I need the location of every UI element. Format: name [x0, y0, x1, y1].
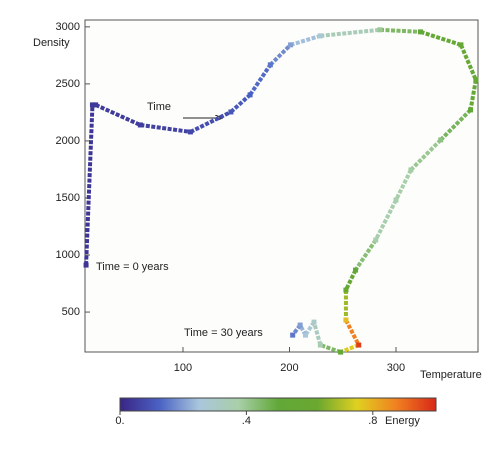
point	[290, 332, 296, 338]
curve-segment	[339, 343, 360, 354]
colorbar	[119, 397, 437, 412]
point	[93, 102, 99, 108]
point	[468, 107, 474, 113]
x-tick-label: 200	[280, 362, 298, 374]
annotation: Time	[147, 101, 171, 113]
curve-segment	[394, 169, 413, 201]
point	[267, 62, 273, 68]
point	[343, 287, 349, 293]
point	[311, 319, 317, 325]
y-tick-label: 1000	[56, 249, 80, 261]
point	[137, 122, 143, 128]
colorbar-tick-label: 0.	[115, 415, 124, 427]
point	[302, 332, 308, 338]
curve-segment	[268, 43, 292, 67]
y-tick-label: 500	[62, 306, 80, 318]
curve-segment	[409, 138, 443, 172]
point	[317, 342, 323, 348]
curve-segment	[84, 104, 95, 266]
plot-frame	[84, 19, 479, 353]
curve-segment	[229, 93, 252, 114]
curve-segment	[248, 63, 272, 96]
point	[438, 137, 444, 143]
point	[393, 197, 399, 203]
curve-segment	[140, 122, 191, 134]
curve-segment	[468, 79, 478, 111]
curve-segment	[320, 27, 381, 38]
point	[417, 29, 423, 35]
annotation: Time = 30 years	[184, 327, 263, 339]
colorbar-tick-label: .8	[368, 415, 377, 427]
x-axis-label: Temperature	[420, 369, 482, 381]
colorbar-label: Energy	[385, 415, 420, 427]
colorbar-tick-label: .4	[242, 415, 251, 427]
point	[247, 92, 253, 98]
y-tick-label: 2000	[56, 135, 80, 147]
point	[288, 42, 294, 48]
point	[338, 349, 344, 355]
point	[473, 77, 479, 83]
x-tick-label: 100	[174, 362, 192, 374]
curve-segment	[419, 29, 462, 47]
curve-segment	[353, 238, 378, 272]
point	[353, 267, 359, 273]
point	[83, 262, 89, 268]
curve-segment	[94, 103, 142, 127]
curve-segment	[344, 269, 358, 291]
curve-segment	[379, 27, 421, 34]
point	[317, 33, 323, 39]
curve-segment	[344, 319, 361, 346]
point	[408, 167, 414, 173]
curve-segment	[312, 321, 323, 346]
annotation: Time = 0 years	[96, 261, 169, 273]
y-tick-label: 3000	[56, 21, 80, 33]
point	[89, 102, 95, 108]
y-axis-label: Density	[33, 37, 70, 49]
point	[373, 237, 379, 243]
point	[458, 42, 464, 48]
y-tick-label: 1500	[56, 192, 80, 204]
x-tick-label: 300	[387, 362, 405, 374]
curve-segment	[319, 343, 342, 355]
point	[228, 109, 234, 115]
curve-segment	[189, 110, 232, 134]
point	[343, 317, 349, 323]
curve-segment	[373, 199, 398, 241]
point	[297, 322, 303, 328]
point	[187, 129, 193, 135]
curve-segment	[439, 108, 472, 142]
point	[356, 342, 362, 348]
curve-segment	[459, 44, 478, 81]
curve-segment	[289, 33, 321, 47]
point	[377, 27, 383, 33]
y-tick-label: 2500	[56, 78, 80, 90]
